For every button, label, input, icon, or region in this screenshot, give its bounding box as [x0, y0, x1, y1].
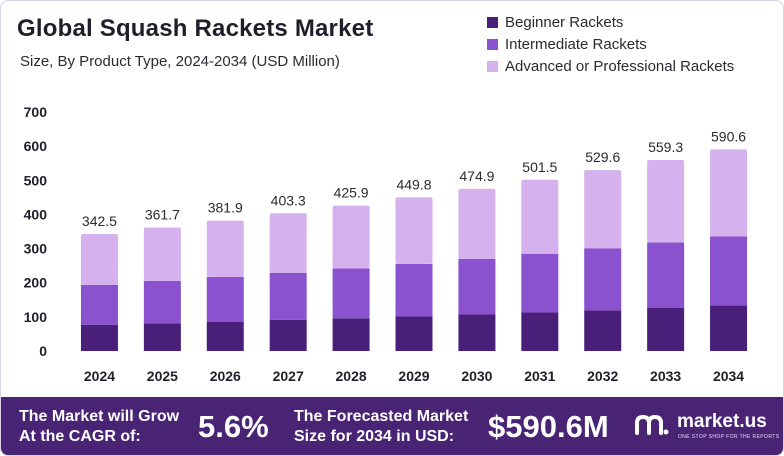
bar-segment-2034-intermediate-rackets: [710, 236, 748, 306]
bar-total-label-2027: 403.3: [271, 192, 306, 208]
forecast-label: The Forecasted Market Size for 2034 in U…: [294, 407, 468, 447]
bar-segment-2026-intermediate-rackets: [206, 276, 244, 322]
y-tick-label-200: 200: [24, 275, 48, 291]
legend-label-intermediate: Intermediate Rackets: [505, 35, 647, 53]
forecast-label-line1: The Forecasted Market: [294, 408, 469, 425]
legend-item-advanced: Advanced or Professional Rackets: [487, 55, 734, 77]
bar-total-label-2030: 474.9: [459, 168, 494, 184]
bar-segment-2034-advanced-or-professional-rackets: [710, 149, 748, 237]
legend-item-beginner: Beginner Rackets: [487, 11, 734, 33]
x-tick-label-2030: 2030: [461, 368, 492, 384]
bar-segment-2027-advanced-or-professional-rackets: [269, 213, 307, 273]
brand-tagline: ONE STOP SHOP FOR THE REPORTS: [678, 434, 780, 440]
y-tick-label-700: 700: [24, 104, 48, 120]
bar-total-label-2031: 501.5: [522, 159, 557, 175]
bar-segment-2025-intermediate-rackets: [143, 281, 181, 324]
chart-title: Global Squash Rackets Market: [17, 15, 374, 42]
bar-total-label-2024: 342.5: [82, 213, 117, 229]
bar-segment-2024-advanced-or-professional-rackets: [80, 234, 118, 285]
bar-segment-2031-beginner-rackets: [521, 312, 559, 351]
legend-item-intermediate: Intermediate Rackets: [487, 33, 734, 55]
bar-chart: 0 100 200 300 400 500 600 700 342.5 2024 361.7 2025…: [24, 104, 748, 384]
legend-label-beginner: Beginner Rackets: [505, 13, 624, 31]
bar-segment-2034-beginner-rackets: [710, 305, 748, 351]
x-tick-label-2028: 2028: [336, 368, 367, 384]
bar-segment-2033-beginner-rackets: [647, 307, 685, 351]
y-tick-label-100: 100: [24, 309, 48, 325]
x-tick-label-2033: 2033: [650, 368, 681, 384]
market-us-logo-icon: [635, 414, 669, 435]
bar-segment-2033-intermediate-rackets: [647, 242, 685, 308]
bar-segment-2031-advanced-or-professional-rackets: [521, 179, 559, 254]
bar-segment-2029-intermediate-rackets: [395, 263, 433, 317]
cagr-label: The Market will Grow At the CAGR of:: [19, 407, 179, 447]
legend-swatch-advanced: [487, 60, 498, 72]
bar-segment-2025-advanced-or-professional-rackets: [143, 227, 181, 282]
x-tick-label-2031: 2031: [524, 368, 555, 384]
bar-segment-2024-beginner-rackets: [80, 324, 118, 351]
bar-total-label-2026: 381.9: [208, 200, 243, 216]
y-tick-label-0: 0: [39, 343, 47, 359]
y-tick-label-400: 400: [24, 206, 48, 222]
legend-label-advanced: Advanced or Professional Rackets: [505, 57, 735, 75]
bar-total-label-2032: 529.6: [585, 149, 620, 165]
x-tick-label-2034: 2034: [713, 368, 744, 384]
bar-total-label-2034: 590.6: [711, 128, 746, 144]
bar-segment-2029-beginner-rackets: [395, 316, 433, 351]
y-tick-label-500: 500: [24, 172, 48, 188]
bar-segment-2028-advanced-or-professional-rackets: [332, 205, 370, 269]
legend: Beginner Rackets Intermediate Rackets Ad…: [487, 11, 734, 77]
bar-segment-2030-beginner-rackets: [458, 314, 496, 351]
x-tick-label-2025: 2025: [147, 368, 178, 384]
bar-segment-2028-intermediate-rackets: [332, 268, 370, 319]
bar-segment-2031-intermediate-rackets: [521, 253, 559, 313]
forecast-label-line2: Size for 2034 in USD:: [294, 428, 455, 445]
bar-segment-2024-intermediate-rackets: [80, 284, 118, 325]
y-tick-label-300: 300: [24, 241, 48, 257]
bar-segment-2027-intermediate-rackets: [269, 272, 307, 320]
bar-segment-2026-advanced-or-professional-rackets: [206, 220, 244, 277]
x-tick-label-2029: 2029: [398, 368, 429, 384]
cagr-label-line2: At the CAGR of:: [19, 428, 141, 445]
bar-total-label-2029: 449.8: [396, 176, 431, 192]
legend-swatch-intermediate: [487, 38, 498, 50]
cagr-value: 5.6%: [198, 409, 269, 444]
bar-total-label-2028: 425.9: [334, 185, 369, 201]
x-tick-label-2026: 2026: [210, 368, 241, 384]
x-tick-label-2032: 2032: [587, 368, 618, 384]
bar-segment-2032-advanced-or-professional-rackets: [584, 170, 622, 249]
brand-name: market.us: [677, 411, 767, 432]
bar-segment-2025-beginner-rackets: [143, 323, 181, 351]
legend-swatch-beginner: [487, 16, 498, 28]
bar-total-label-2025: 361.7: [145, 207, 180, 223]
bar-segment-2032-beginner-rackets: [584, 310, 622, 351]
bar-total-label-2033: 559.3: [648, 139, 683, 155]
forecast-value: $590.6M: [488, 409, 609, 444]
bar-segment-2027-beginner-rackets: [269, 319, 307, 351]
bar-segment-2030-advanced-or-professional-rackets: [458, 188, 496, 259]
x-tick-label-2027: 2027: [273, 368, 304, 384]
bar-segment-2026-beginner-rackets: [206, 321, 244, 351]
bar-segment-2028-beginner-rackets: [332, 318, 370, 351]
y-tick-label-600: 600: [24, 138, 48, 154]
bar-segment-2032-intermediate-rackets: [584, 248, 622, 311]
cagr-label-line1: The Market will Grow: [19, 408, 180, 425]
bar-segment-2030-intermediate-rackets: [458, 258, 496, 315]
x-tick-label-2024: 2024: [84, 368, 115, 384]
footer-banner: The Market will Grow At the CAGR of: 5.6…: [1, 397, 783, 455]
bar-segment-2033-advanced-or-professional-rackets: [647, 160, 685, 243]
bar-segment-2029-advanced-or-professional-rackets: [395, 197, 433, 264]
chart-subtitle: Size, By Product Type, 2024-2034 (USD Mi…: [20, 53, 340, 70]
